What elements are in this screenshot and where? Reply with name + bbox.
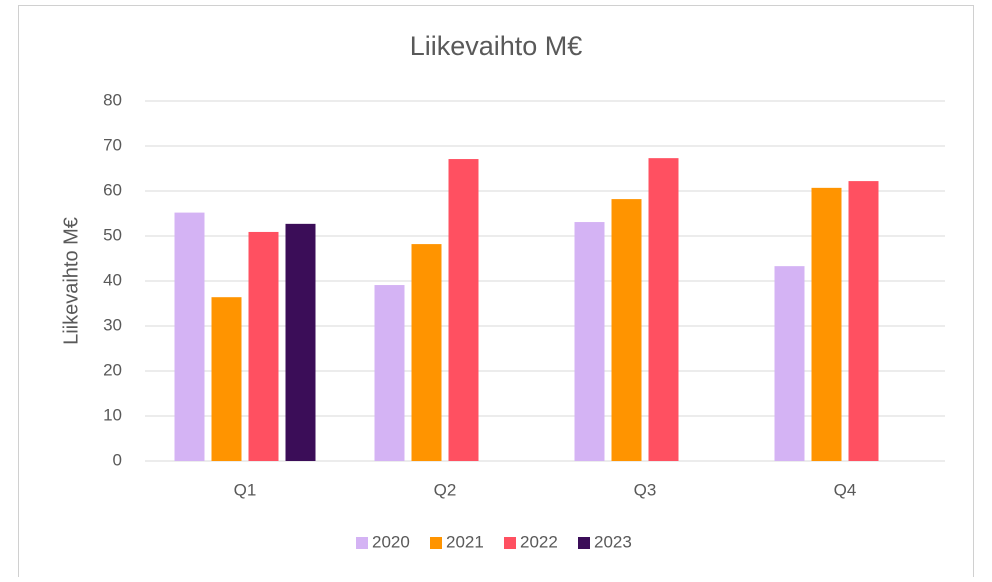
- x-tick-label: Q4: [834, 480, 857, 499]
- x-tick-label: Q3: [634, 480, 657, 499]
- legend-label: 2021: [446, 532, 484, 551]
- legend-label: 2023: [594, 532, 632, 551]
- bar: [174, 212, 205, 461]
- y-tick-label: 0: [113, 450, 122, 469]
- legend-label: 2022: [520, 532, 558, 551]
- bar: [811, 187, 842, 461]
- bar: [848, 181, 879, 461]
- y-tick-label: 40: [103, 270, 122, 289]
- y-tick-label: 80: [103, 90, 122, 109]
- bar: [248, 231, 279, 461]
- y-tick-label: 10: [103, 405, 122, 424]
- legend-swatch: [430, 537, 442, 549]
- legend-swatch: [356, 537, 368, 549]
- legend-swatch: [504, 537, 516, 549]
- legend-label: 2020: [372, 532, 410, 551]
- bar: [774, 266, 805, 461]
- y-tick-label: 50: [103, 225, 122, 244]
- bar: [448, 159, 479, 462]
- bar: [611, 199, 642, 461]
- bar: [374, 285, 405, 461]
- legend-swatch: [578, 537, 590, 549]
- y-tick-label: 20: [103, 360, 122, 379]
- bar: [574, 222, 605, 461]
- y-tick-label: 30: [103, 315, 122, 334]
- x-tick-label: Q1: [234, 480, 257, 499]
- x-tick-label: Q2: [434, 480, 457, 499]
- y-tick-label: 60: [103, 180, 122, 199]
- chart-title: Liikevaihto M€: [410, 31, 583, 61]
- y-tick-label: 70: [103, 135, 122, 154]
- bar: [411, 244, 442, 461]
- bar: [211, 297, 242, 461]
- bar: [648, 158, 679, 461]
- y-axis-label: Liikevaihto M€: [60, 217, 82, 345]
- bar: [285, 223, 316, 461]
